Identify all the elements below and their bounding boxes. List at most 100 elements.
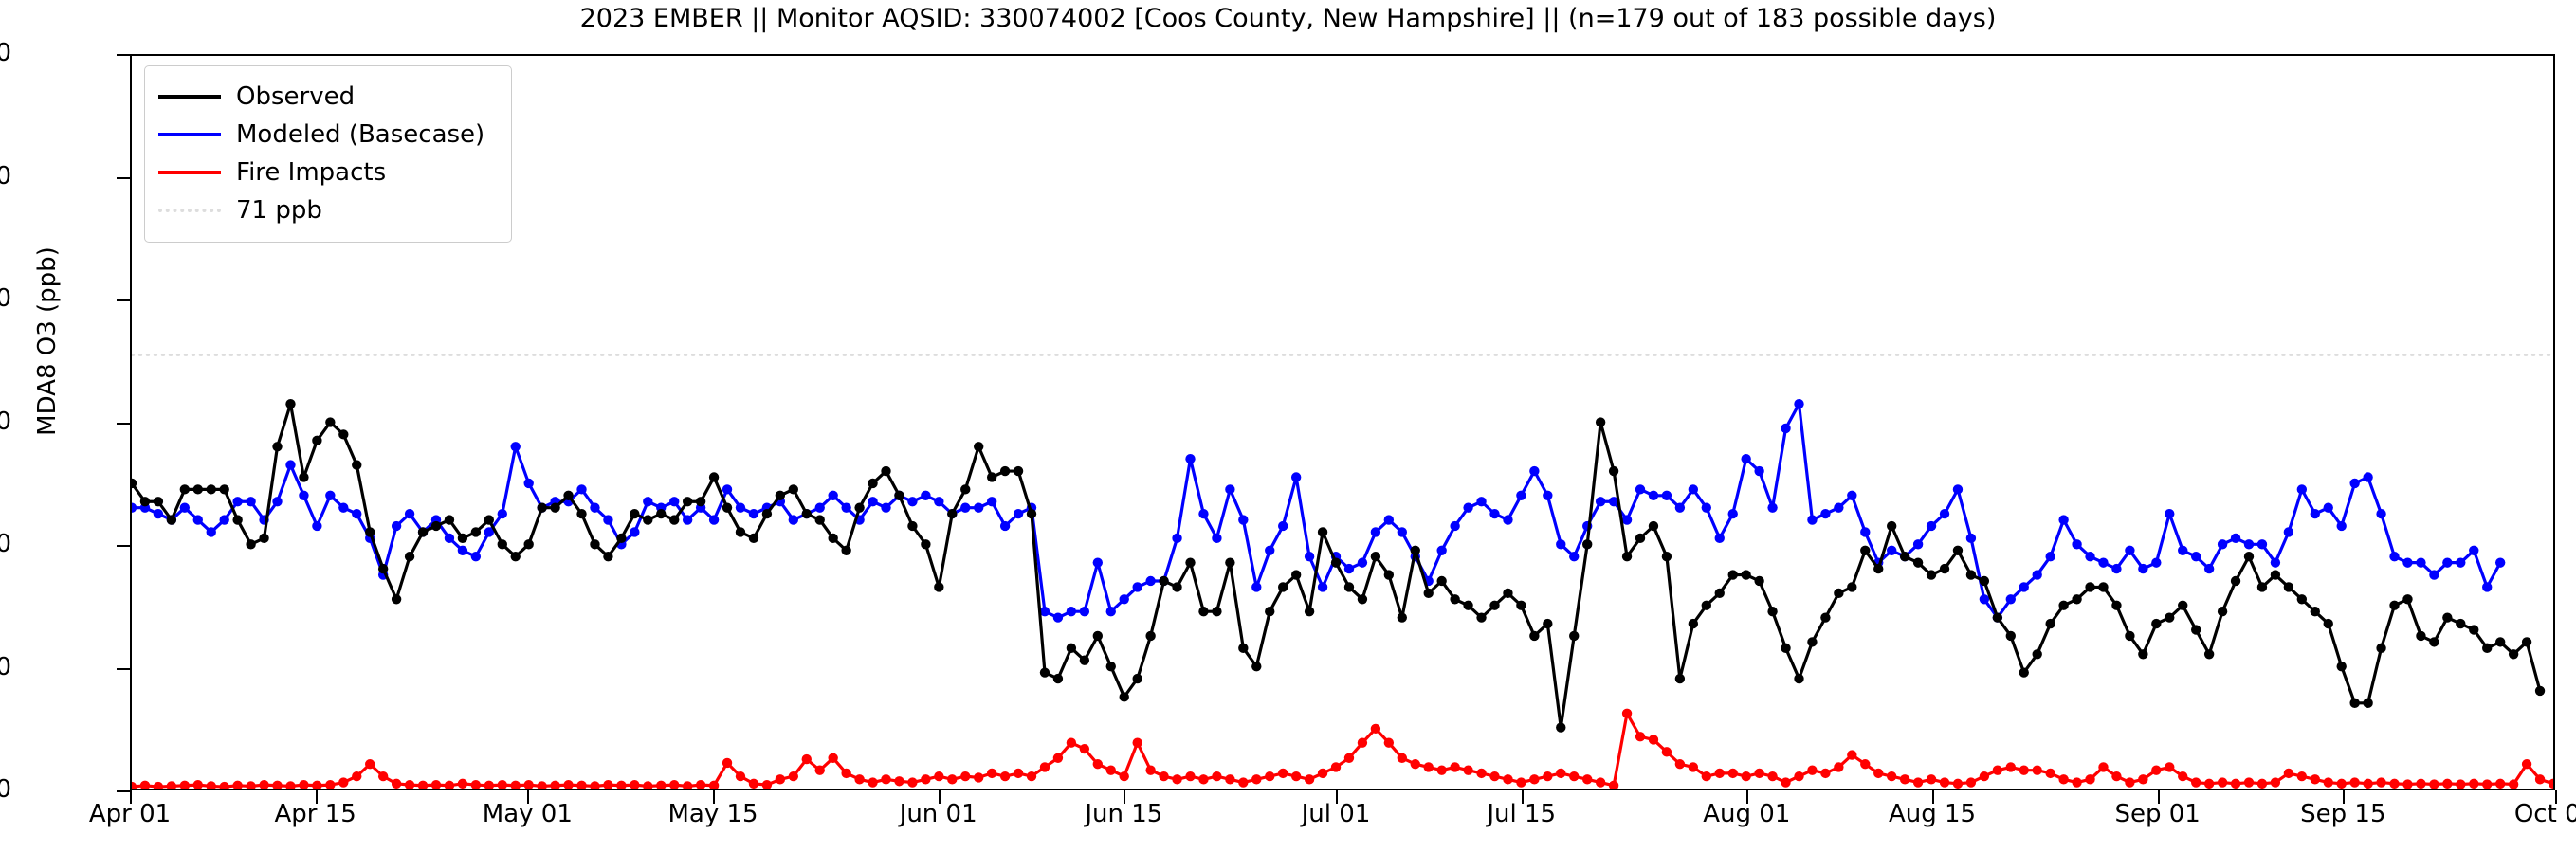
data-point	[1423, 762, 1434, 772]
data-point	[1621, 515, 1633, 525]
data-point	[656, 508, 667, 519]
data-point	[285, 460, 296, 470]
data-point	[2019, 667, 2029, 678]
data-point	[1873, 768, 1884, 779]
data-point	[1304, 607, 1315, 617]
data-point	[1674, 502, 1686, 513]
data-point	[192, 484, 203, 495]
data-point	[2494, 557, 2506, 568]
data-point	[1383, 737, 1395, 748]
data-point	[1145, 765, 1156, 775]
data-point	[947, 508, 958, 519]
data-point	[259, 779, 269, 789]
data-point	[1225, 557, 1235, 568]
data-point	[841, 545, 851, 555]
x-axis-tick-label: Jun 01	[899, 800, 977, 828]
data-point	[1912, 557, 1924, 568]
data-point	[1304, 774, 1315, 785]
data-point	[1463, 600, 1473, 610]
x-axis-tick-label: May 01	[482, 800, 573, 828]
data-point	[139, 780, 151, 789]
plot-area	[130, 54, 2555, 790]
data-point	[1556, 768, 1566, 779]
data-point	[352, 460, 362, 470]
data-point	[1979, 594, 1990, 605]
data-point	[1503, 774, 1513, 785]
data-point	[1992, 765, 2003, 775]
y-axis-tick-mark	[117, 54, 130, 56]
data-point	[1569, 552, 1580, 562]
data-point	[2111, 600, 2122, 610]
data-point	[1357, 557, 1368, 568]
data-point	[563, 490, 574, 500]
data-point	[2085, 582, 2095, 592]
data-point	[219, 515, 229, 525]
data-point	[2363, 698, 2373, 708]
data-point	[590, 781, 600, 789]
data-point	[1965, 570, 1977, 580]
data-point	[206, 527, 216, 537]
data-point	[2058, 600, 2069, 610]
data-point	[643, 497, 653, 507]
legend-item-label: Fire Impacts	[236, 158, 387, 187]
data-point	[219, 781, 229, 789]
legend-item[interactable]: 71 ppb	[158, 191, 498, 229]
data-point	[2138, 774, 2148, 785]
data-point	[2349, 777, 2360, 788]
data-point	[960, 502, 971, 513]
data-point	[2548, 778, 2553, 789]
data-point	[1582, 539, 1593, 550]
y-axis-tick-mark	[117, 545, 130, 547]
data-point	[537, 781, 547, 789]
data-point	[1052, 612, 1064, 623]
data-point	[1489, 600, 1500, 610]
data-point	[1674, 673, 1686, 684]
data-point	[192, 779, 203, 789]
data-point	[2456, 779, 2466, 789]
data-point	[1079, 607, 1090, 617]
data-point	[1899, 774, 1910, 785]
data-point	[2296, 771, 2308, 782]
legend-item[interactable]: Fire Impacts	[158, 154, 498, 191]
data-point	[550, 780, 560, 789]
data-point	[1317, 582, 1328, 592]
data-point	[1754, 575, 1764, 587]
data-point	[2217, 539, 2228, 550]
y-axis-tick-mark	[117, 422, 130, 425]
data-point	[1727, 570, 1738, 580]
data-point	[1952, 778, 1964, 789]
data-point	[1185, 771, 1196, 782]
data-point	[1820, 768, 1831, 779]
data-point	[788, 771, 799, 782]
data-point	[1648, 735, 1659, 745]
data-point	[1965, 533, 1977, 544]
data-point	[404, 508, 415, 519]
data-point	[365, 527, 375, 537]
data-point	[1079, 743, 1090, 754]
data-point	[2482, 643, 2493, 654]
data-point	[630, 779, 640, 789]
data-point	[2336, 778, 2347, 789]
data-point	[2349, 698, 2360, 708]
data-point	[1688, 618, 1699, 629]
data-point	[2389, 778, 2400, 789]
data-point	[444, 533, 455, 544]
data-point	[2125, 545, 2135, 555]
data-point	[1039, 762, 1050, 772]
data-point	[1423, 588, 1434, 599]
data-point	[1159, 771, 1169, 782]
data-point	[1105, 765, 1116, 775]
x-axis-tick-mark	[1932, 790, 1935, 804]
data-point	[132, 502, 137, 513]
data-point	[868, 478, 878, 489]
data-point	[1529, 774, 1540, 785]
legend-item[interactable]: Observed	[158, 78, 498, 116]
data-point	[1847, 490, 1857, 500]
data-point	[2005, 594, 2016, 605]
y-axis-tick-mark	[117, 667, 130, 670]
data-point	[2098, 557, 2109, 568]
legend-item[interactable]: Modeled (Basecase)	[158, 116, 498, 154]
legend-line-swatch	[158, 86, 221, 107]
data-point	[338, 777, 349, 788]
data-point	[1238, 515, 1249, 525]
